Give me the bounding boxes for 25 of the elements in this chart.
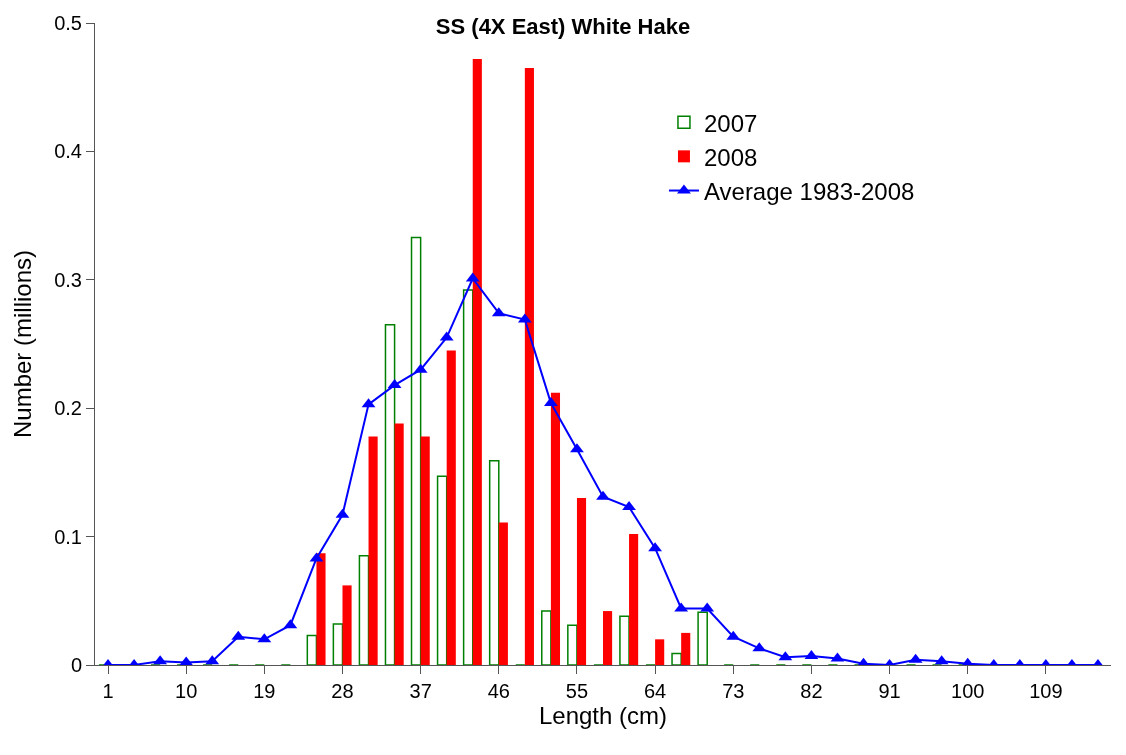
x-tick-label: 46 [487,680,510,702]
x-tick-label: 64 [643,680,667,702]
legend-label: 2008 [703,143,758,171]
y-axis-title: Number (millions) [9,249,37,439]
y-tick-label: 0.4 [54,140,82,163]
x-tick-label: 55 [565,680,589,702]
x-tick-label: 19 [253,680,276,702]
x-tick-label: 28 [331,680,354,702]
y-tick-label: 0 [70,654,82,676]
x-tick-label: 10 [175,680,198,702]
y-tick-label: 0.1 [54,525,82,548]
x-tick-label: 73 [722,680,745,702]
x-tick-label: 1 [102,680,114,702]
x-tick-label: 91 [878,680,901,702]
x-tick-label: 100 [951,680,985,702]
y-tick-label: 0.3 [54,268,82,291]
x-tick-label: 37 [409,680,432,702]
legend-label: Average 1983-2008 [703,177,915,205]
y-tick-label: 0.5 [54,12,82,34]
chart-title: SS (4X East) White Hake [435,14,691,40]
y-tick-label: 0.2 [54,397,82,420]
x-tick-label: 82 [800,680,823,702]
x-axis-title: Length (cm) [538,702,668,729]
x-tick-label: 109 [1029,680,1063,702]
legend-label: 2007 [703,109,758,137]
